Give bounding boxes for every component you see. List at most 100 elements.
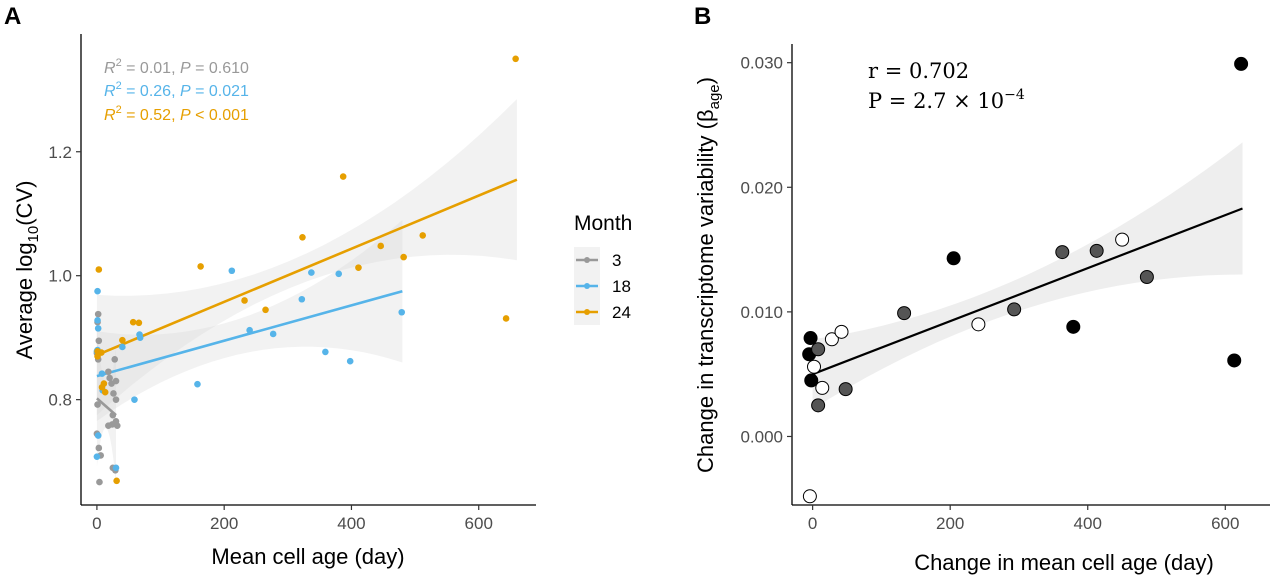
legend-label-3: 3 [612,251,621,270]
data-point [1234,56,1249,71]
data-point-month-3 [105,368,112,376]
data-point-month-18 [398,308,406,316]
data-point-month-18 [228,267,236,275]
data-point-month-18 [94,432,102,439]
data-point [897,306,912,321]
panel-a-x-tick-label: 200 [210,514,238,533]
panel-b-letter: B [694,3,711,30]
data-point [811,342,826,357]
data-point-month-24 [339,173,347,180]
data-point [1055,245,1070,260]
data-point-month-18 [298,295,306,303]
panel-b-points [802,56,1249,504]
panel-b-x-ticks: 0 200 400 600 [808,505,1239,533]
annotation-month-24: R2 = 0.52, P < 0.001 [104,104,249,124]
panel-b-y-tick-label: 0.010 [740,303,783,322]
panel-a-x-tick-label: 400 [337,514,365,533]
data-point-month-24 [241,297,248,304]
panel-a-y-tick-label: 1.2 [48,143,72,162]
annotation-month-3: R2 = 0.01, P = 0.610 [104,57,249,77]
panel-b-x-tick-label: 200 [936,514,964,533]
panel-b-confidence-band [812,142,1243,409]
panel-a-y-tick-label: 1.0 [48,267,72,286]
data-point [803,331,818,346]
panel-a-y-ticks: 0.8 1.0 1.2 [48,143,81,410]
data-point-month-18 [94,325,102,332]
panel-a-x-ticks: 0 200 400 600 [92,505,493,533]
annotation-month-18: R2 = 0.26, P = 0.021 [104,80,249,100]
panel-b-x-tick-label: 600 [1211,514,1239,533]
data-point-month-24 [502,315,510,322]
legend-item-24: 24 [576,303,631,322]
data-point [1007,302,1022,317]
data-point [1139,269,1154,284]
data-point-month-24 [197,263,204,270]
data-point-month-3 [94,401,101,408]
data-point-month-24 [101,388,109,396]
data-point-month-18 [335,270,343,278]
data-point-month-24 [512,55,519,63]
legend-label-24: 24 [612,303,631,322]
data-point-month-3 [113,422,121,429]
panel-a-letter: A [4,3,21,30]
data-point-month-24 [400,253,407,261]
panel-b-x-axis-title: Change in mean cell age (day) [914,550,1214,575]
confidence-band-month-18 [96,219,403,421]
fit-line [812,207,1243,376]
legend-label-18: 18 [612,277,631,296]
data-point [811,398,826,413]
data-point-month-24 [419,232,427,239]
fit-line-month-18 [96,289,403,378]
data-point-month-18 [246,326,253,334]
data-point-month-3 [109,411,117,419]
data-point [1089,243,1104,258]
data-point-month-18 [269,330,277,338]
data-point-month-18 [322,348,329,356]
confidence-band [812,142,1243,409]
data-point-month-24 [113,477,120,485]
data-point-month-18 [93,453,101,460]
data-point-month-18 [94,287,101,295]
data-point-month-18 [98,370,106,377]
data-point-month-18 [346,357,354,365]
data-point-month-18 [308,269,315,276]
data-point-month-3 [105,422,112,429]
data-point-month-3 [112,396,120,403]
legend-item-18: 18 [576,277,631,296]
data-point-month-3 [95,444,103,452]
fit-line-month-24 [96,178,518,357]
data-point-month-24 [299,233,306,241]
panel-b-y-tick-label: 0.020 [740,178,783,197]
data-point-month-3 [106,374,113,382]
data-point-month-24 [100,380,108,387]
data-point-month-24 [98,349,105,356]
panel-b-y-tick-label: 0.000 [740,427,783,446]
panel-b-y-axis-title: Change in transcriptome variability (βag… [693,77,723,473]
data-point-month-18 [112,464,120,472]
data-point-month-3 [111,356,119,363]
data-point [807,359,822,374]
panel-b: B 0 200 400 600 0.000 0.010 0.020 0.030 r = 0.… [693,3,1270,575]
data-point-month-18 [131,396,138,403]
data-point [815,380,830,395]
data-point [802,489,817,504]
panel-a-y-axis-title: Average log10(CV) [12,181,42,360]
panel-a-confidence-bands [96,99,517,484]
data-point-month-18 [94,317,101,324]
data-point-month-24 [262,306,269,314]
data-point [1227,353,1242,368]
data-point-month-18 [136,334,144,341]
legend-title: Month [574,212,632,235]
panel-a-x-tick-label: 0 [92,514,101,533]
data-point-month-24 [355,264,362,271]
data-point-month-3 [112,377,120,385]
panel-a-x-tick-label: 600 [465,514,493,533]
panel-b-y-ticks: 0.000 0.010 0.020 0.030 [740,54,792,446]
panel-b-x-tick-label: 400 [1074,514,1102,533]
panel-b-x-tick-label: 0 [808,514,817,533]
data-point-month-24 [135,319,143,327]
confidence-band-month-24 [96,99,517,416]
data-point-month-24 [377,242,385,250]
data-point [838,382,853,397]
